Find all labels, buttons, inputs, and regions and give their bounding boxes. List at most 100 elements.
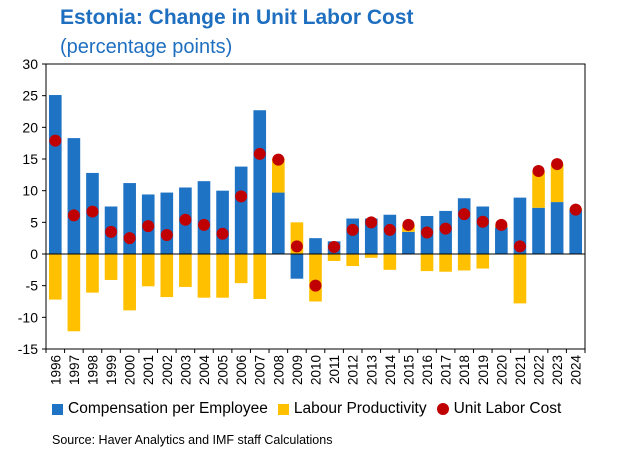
ulc-point bbox=[142, 220, 155, 233]
ulc-point bbox=[49, 134, 62, 147]
ulc-point bbox=[67, 209, 80, 222]
productivity-bar bbox=[216, 254, 229, 298]
ulc-point bbox=[402, 218, 415, 231]
compensation-bar bbox=[402, 231, 415, 254]
compensation-bar bbox=[309, 238, 322, 254]
compensation-bar bbox=[513, 197, 527, 254]
productivity-bar bbox=[123, 254, 136, 311]
source-note: Source: Haver Analytics and IMF staff Ca… bbox=[52, 433, 333, 447]
x-tick-label: 2014 bbox=[383, 355, 398, 386]
productivity-bar bbox=[457, 254, 471, 271]
compensation-bar bbox=[197, 181, 211, 254]
ulc-point bbox=[235, 190, 248, 203]
x-tick-label: 2015 bbox=[401, 355, 416, 385]
y-tick-label: 10 bbox=[22, 183, 38, 199]
ulc-point bbox=[439, 222, 452, 235]
x-tick-label: 2013 bbox=[364, 355, 379, 385]
x-tick-label: 2016 bbox=[420, 355, 435, 385]
y-tick-label: -5 bbox=[26, 278, 39, 294]
x-tick-label: 2022 bbox=[532, 355, 547, 385]
compensation-bar bbox=[495, 227, 508, 254]
ulc-point bbox=[346, 223, 359, 236]
x-tick-label: 1999 bbox=[104, 355, 119, 385]
legend-item-compensation: Compensation per Employee bbox=[52, 400, 268, 418]
x-tick-label: 1998 bbox=[85, 355, 100, 385]
compensation-bar bbox=[346, 218, 359, 254]
productivity-bar bbox=[439, 254, 452, 272]
productivity-bar bbox=[104, 254, 118, 280]
x-tick-label: 2023 bbox=[550, 355, 565, 385]
compensation-bar bbox=[476, 206, 490, 254]
ulc-point bbox=[86, 205, 99, 218]
x-tick-label: 1996 bbox=[48, 355, 63, 385]
x-tick-label: 2024 bbox=[569, 355, 584, 386]
ulc-point bbox=[551, 158, 564, 171]
x-tick-label: 2005 bbox=[216, 355, 231, 385]
productivity-bar bbox=[383, 254, 397, 270]
ulc-point bbox=[495, 218, 508, 231]
x-tick-label: 1997 bbox=[67, 355, 82, 385]
compensation-bar bbox=[160, 192, 174, 254]
compensation-bar bbox=[48, 95, 62, 255]
x-tick-label: 2010 bbox=[309, 355, 324, 385]
productivity-bar bbox=[234, 254, 248, 284]
ulc-point bbox=[253, 147, 266, 160]
ulc-point bbox=[328, 241, 341, 254]
ulc-point bbox=[365, 216, 378, 229]
productivity-bar bbox=[253, 254, 267, 299]
ulc-point bbox=[160, 229, 173, 241]
productivity-bar bbox=[67, 254, 81, 332]
y-tick-label: 15 bbox=[22, 151, 38, 167]
ulc-point bbox=[197, 218, 210, 231]
ulc-point bbox=[105, 225, 118, 238]
productivity-bar bbox=[141, 254, 155, 287]
x-tick-label: 2002 bbox=[160, 355, 175, 385]
productivity-bar bbox=[179, 254, 192, 287]
compensation-bar bbox=[569, 209, 583, 254]
y-tick-label: 25 bbox=[22, 88, 38, 104]
ulc-point bbox=[532, 165, 545, 178]
ulc-point bbox=[383, 223, 396, 236]
compensation-bar bbox=[290, 254, 304, 279]
y-tick-label: -10 bbox=[18, 309, 38, 325]
productivity-bar bbox=[160, 254, 174, 298]
y-tick-label: 30 bbox=[22, 56, 38, 72]
y-tick-label: 0 bbox=[30, 246, 38, 262]
x-tick-label: 2011 bbox=[327, 355, 342, 384]
productivity-bar bbox=[364, 254, 378, 258]
productivity-bar bbox=[272, 158, 285, 193]
productivity-bar bbox=[327, 254, 341, 261]
ulc-point bbox=[458, 208, 471, 221]
x-tick-label: 2009 bbox=[290, 355, 305, 385]
x-tick-label: 2018 bbox=[457, 355, 472, 385]
legend-item-productivity: Labour Productivity bbox=[277, 400, 427, 418]
compensation-bar bbox=[532, 207, 545, 254]
productivity-bar bbox=[346, 254, 359, 267]
y-tick-label: 20 bbox=[22, 119, 38, 135]
ulc-point bbox=[290, 240, 303, 253]
x-tick-label: 2021 bbox=[513, 355, 528, 385]
ulc-point bbox=[476, 215, 489, 228]
x-tick-label: 2017 bbox=[439, 355, 454, 385]
ulc-point bbox=[272, 153, 285, 166]
legend-label-productivity: Labour Productivity bbox=[293, 400, 427, 417]
productivity-bar bbox=[550, 164, 564, 203]
compensation-bar bbox=[253, 110, 267, 254]
ulc-point bbox=[569, 203, 582, 216]
ulc-point bbox=[421, 226, 434, 239]
productivity-bar bbox=[309, 254, 322, 302]
x-tick-label: 2012 bbox=[346, 355, 361, 385]
productivity-bar bbox=[86, 254, 99, 293]
y-tick-label: -15 bbox=[18, 341, 38, 357]
x-tick-label: 2004 bbox=[197, 355, 212, 386]
compensation-bar bbox=[457, 198, 471, 254]
compensation-bar bbox=[272, 192, 285, 254]
ulc-point bbox=[513, 240, 526, 253]
x-tick-label: 2019 bbox=[476, 355, 491, 385]
compensation-bar bbox=[234, 166, 248, 254]
compensation-bar bbox=[216, 190, 229, 254]
chart-subtitle: (percentage points) bbox=[60, 36, 233, 58]
plot-frame bbox=[45, 63, 586, 350]
productivity-bar bbox=[532, 171, 545, 208]
